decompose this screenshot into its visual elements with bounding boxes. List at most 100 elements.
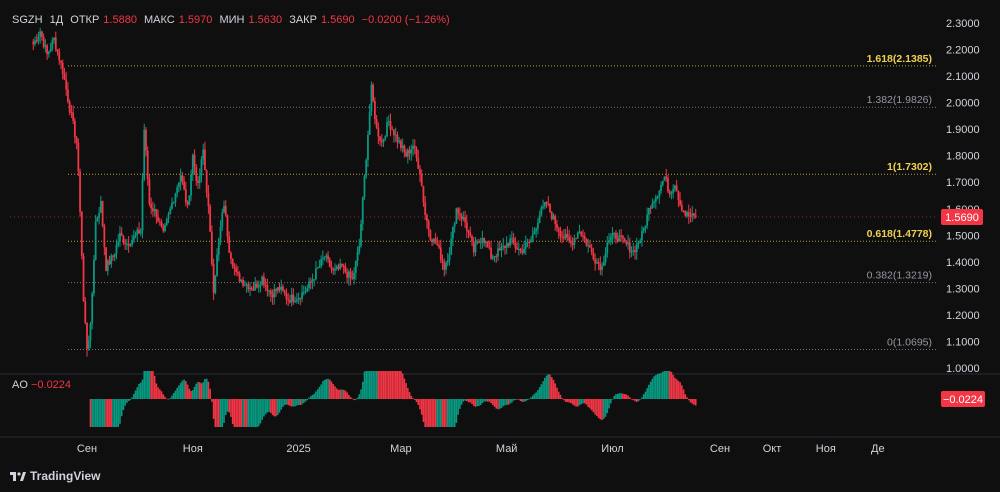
candle-body [594, 259, 597, 264]
ao-bar [547, 374, 550, 399]
x-tick-label: Мар [390, 443, 412, 455]
ao-bar [268, 399, 270, 412]
ao-bar [356, 397, 359, 399]
ao-bar [346, 392, 348, 399]
ao-bar [195, 383, 198, 399]
x-tick-label: Окт [763, 443, 782, 455]
ao-bar [257, 399, 260, 427]
candle-body [236, 272, 239, 274]
ao-bar [297, 399, 300, 405]
ao-bar [96, 399, 99, 427]
candle-body [349, 271, 352, 278]
ao-bar [417, 399, 420, 405]
candle-body [235, 268, 238, 273]
candle-body [113, 253, 116, 257]
candle-body [481, 237, 484, 243]
candle-body [538, 215, 541, 223]
candle-body [285, 293, 288, 300]
ao-bar [544, 377, 546, 399]
candle-body [181, 175, 184, 182]
ao-bar [266, 399, 269, 413]
candle-body [426, 214, 428, 222]
ao-bar [107, 399, 109, 427]
candle-body [34, 40, 36, 45]
ao-bar [634, 399, 636, 402]
symbol-label[interactable]: SGZH [12, 14, 43, 26]
candle-body [672, 189, 675, 194]
ao-bar [212, 399, 215, 419]
ao-bar [519, 399, 522, 402]
candle-body [550, 211, 553, 220]
ao-bar [583, 399, 586, 404]
tradingview-logo[interactable]: TradingView [10, 469, 100, 483]
candle-body [507, 243, 510, 246]
ao-bar [127, 399, 130, 402]
ao-bar [467, 399, 470, 403]
ao-bar [597, 399, 600, 419]
candle-body [53, 37, 55, 41]
candle-body [106, 260, 109, 272]
fib-level-label: 0(1.0695) [887, 337, 932, 349]
candle-body [68, 101, 71, 113]
candle-body [73, 120, 76, 138]
ao-bar [556, 387, 558, 399]
candle-body [297, 298, 300, 300]
candle-body [224, 205, 227, 216]
ao-bar [94, 399, 97, 427]
ao-bar [694, 399, 697, 406]
ao-bar [287, 399, 289, 406]
candle-body [148, 179, 151, 205]
candle-body [75, 137, 78, 143]
ao-bar [675, 379, 678, 399]
candle-body [497, 248, 499, 257]
ao-bar [677, 380, 680, 399]
candle-body [665, 176, 668, 179]
ao-bar [224, 399, 227, 416]
brand-text: TradingView [30, 469, 101, 483]
ao-bar [433, 399, 435, 427]
candle-body [620, 235, 623, 237]
ao-bar [587, 399, 589, 408]
candle-body [264, 284, 267, 286]
candle-body [110, 255, 113, 265]
candle-body [240, 279, 243, 282]
candle-body [292, 294, 295, 302]
ao-bar [375, 371, 378, 399]
candle-body [653, 201, 655, 204]
ao-bar [651, 378, 654, 399]
x-tick-label: Май [496, 443, 518, 455]
ao-bar [405, 383, 407, 399]
candle-body [675, 185, 678, 191]
candle-body [247, 284, 250, 290]
candle-body [193, 154, 196, 167]
candle-body [505, 243, 508, 249]
candle-body [479, 242, 482, 244]
ao-bar [304, 399, 307, 402]
ao-bar [159, 389, 161, 399]
ao-label[interactable]: AO [12, 379, 28, 391]
fib-level-label: 1.618(2.1385) [867, 53, 932, 65]
ao-bar [334, 386, 336, 399]
ao-bar [126, 399, 128, 403]
candle-body [271, 294, 274, 298]
candle-body [445, 262, 447, 270]
candle-body [651, 203, 654, 208]
candle-body [658, 191, 661, 197]
ao-bar [313, 393, 315, 399]
candle-body [457, 208, 460, 214]
candle-body [613, 232, 616, 234]
candle-body [87, 340, 90, 349]
interval-label[interactable]: 1Д [49, 14, 64, 26]
ao-bar [400, 371, 402, 399]
ao-bar [422, 399, 425, 422]
candle-body [120, 232, 123, 236]
ao-bar [448, 399, 451, 427]
ao-bar [358, 394, 361, 399]
candle-body [458, 213, 461, 216]
candle-body [519, 248, 522, 251]
ao-bar [462, 399, 465, 402]
ao-badge-text: −0.0224 [943, 394, 983, 406]
ao-bar [348, 394, 350, 399]
candle-body [80, 211, 83, 256]
